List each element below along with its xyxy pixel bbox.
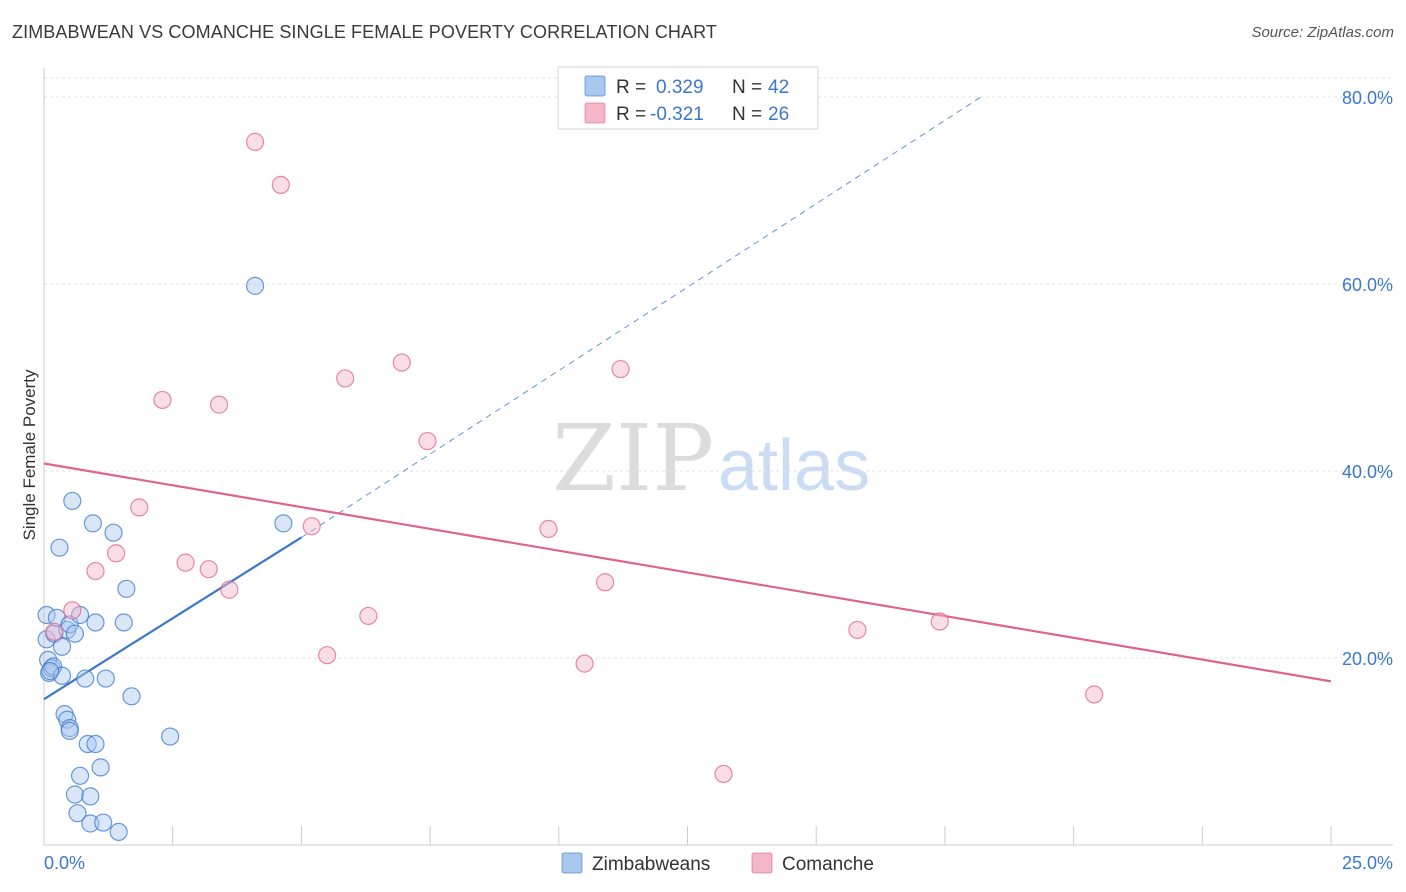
comanche-point <box>176 553 195 572</box>
zimbabweans-point <box>78 734 97 754</box>
legend-n-label: N = <box>732 104 762 125</box>
zimbabweans-point <box>65 624 84 643</box>
zimbabweans-point <box>68 804 87 823</box>
x-tick-label-min: 0.0% <box>44 853 85 873</box>
comanche-point <box>45 622 64 641</box>
series-legend-label-comanche: Comanche <box>782 854 874 875</box>
correlation-legend: R = 0.329 N = 42 R = -0.321 N = 26 <box>557 66 819 130</box>
legend-n-label: N = <box>732 77 762 98</box>
zimbabweans-point <box>86 613 105 632</box>
comanche-point <box>611 359 630 379</box>
zimbabweans-point <box>81 814 100 833</box>
y-axis-label: Single Female Poverty <box>20 369 39 541</box>
zimbabweans-point <box>50 538 69 557</box>
zimbabweans-point <box>70 766 90 785</box>
zimbabweans-point <box>86 734 105 754</box>
watermark: ZIP atlas <box>552 405 870 512</box>
zimbabweans-point <box>65 785 84 804</box>
chart-title: ZIMBABWEAN VS COMANCHE SINGLE FEMALE POV… <box>12 22 717 42</box>
zimbabweans-point <box>83 514 103 533</box>
axes <box>43 68 1393 846</box>
comanche-point <box>418 431 437 451</box>
zimbabweans-point <box>104 523 123 542</box>
comanche-point <box>1085 685 1104 704</box>
zimbabweans-point <box>94 813 113 832</box>
comanche-point <box>130 498 149 517</box>
comanche-point <box>539 519 558 539</box>
zimbabweans-trendline <box>43 536 302 701</box>
comanche-point <box>336 369 355 388</box>
zimbabweans-point <box>109 822 128 842</box>
zimbabweans-trendline-extension <box>301 96 982 538</box>
y-tick-label: 40.0% <box>1342 462 1393 482</box>
comanche-point <box>930 612 949 631</box>
trendlines <box>43 96 1332 701</box>
zimbabweans-point <box>41 661 60 681</box>
comanche-point <box>596 573 615 592</box>
comanche-point <box>714 764 733 784</box>
zimbabweans-point <box>91 758 110 777</box>
legend-n-value: 26 <box>768 104 789 125</box>
comanche-point <box>359 606 378 626</box>
series-legend-swatch-zimbabweans <box>561 852 583 874</box>
comanche-point <box>392 353 411 372</box>
comanche-point <box>848 620 867 640</box>
comanche-point <box>199 560 218 579</box>
zimbabweans-point <box>161 727 180 746</box>
legend-r-label: R = <box>616 104 646 125</box>
zimbabweans-point <box>245 276 265 295</box>
data-points <box>37 132 1104 842</box>
zimbabweans-point <box>63 491 82 511</box>
legend-swatch-comanche <box>584 102 606 124</box>
comanche-point <box>245 132 265 151</box>
zimbabweans-point <box>96 669 115 688</box>
comanche-point <box>209 395 229 414</box>
comanche-point <box>220 580 239 599</box>
series-legend-swatch-comanche <box>751 852 773 874</box>
comanche-point <box>106 544 126 563</box>
zimbabweans-point <box>60 721 79 741</box>
legend-r-label: R = <box>616 77 646 98</box>
zimbabweans-point <box>117 579 136 598</box>
zimbabweans-point <box>81 787 100 806</box>
legend-r-value: -0.321 <box>650 104 704 125</box>
tick-labels: 20.0% 40.0% 60.0% 80.0% 0.0% 25.0% <box>44 88 1393 873</box>
comanche-point <box>575 654 594 673</box>
comanche-point <box>318 646 337 665</box>
series-legend: Zimbabweans Comanche <box>561 852 874 875</box>
y-tick-label: 60.0% <box>1342 275 1393 295</box>
comanche-point <box>271 175 290 194</box>
watermark-zip: ZIP <box>552 405 714 512</box>
x-tick-label-max: 25.0% <box>1342 853 1393 873</box>
comanche-point <box>153 390 172 410</box>
zimbabweans-point <box>114 613 133 632</box>
comanche-point <box>63 601 82 620</box>
zimbabweans-point <box>52 637 72 656</box>
y-tick-label: 20.0% <box>1342 649 1393 669</box>
y-tick-label: 80.0% <box>1342 88 1393 108</box>
legend-n-value: 42 <box>768 77 789 98</box>
comanche-point <box>302 517 321 536</box>
legend-r-value: 0.329 <box>656 77 704 98</box>
comanche-trendline <box>43 462 1332 683</box>
zimbabweans-point <box>76 669 95 688</box>
zimbabweans-point <box>37 605 56 625</box>
watermark-atlas: atlas <box>718 426 870 506</box>
source-label: Source: ZipAtlas.com <box>1251 24 1394 41</box>
series-legend-label-zimbabweans: Zimbabweans <box>592 854 710 875</box>
zimbabweans-point <box>122 687 141 706</box>
comanche-point <box>86 561 105 581</box>
zimbabweans-point <box>274 514 293 533</box>
legend-swatch-zimbabweans <box>584 75 606 97</box>
zimbabweans-point <box>52 666 72 685</box>
